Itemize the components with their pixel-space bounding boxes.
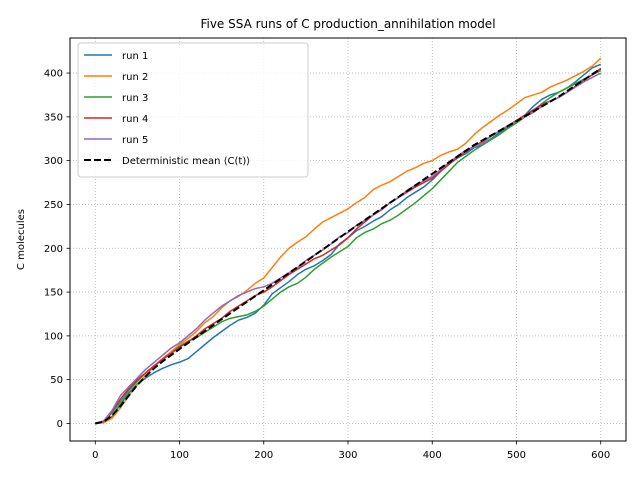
x-tick-label: 400 <box>423 450 442 461</box>
y-tick-label: 150 <box>44 288 63 299</box>
y-tick-label: 400 <box>44 69 63 80</box>
y-tick-label: 350 <box>44 112 63 123</box>
x-tick-label: 200 <box>254 450 273 461</box>
x-tick-label: 100 <box>170 450 189 461</box>
y-tick-label: 100 <box>44 331 63 342</box>
legend-label: Deterministic mean ⟨C(t)⟩ <box>122 156 250 167</box>
y-tick-label: 300 <box>44 156 63 167</box>
x-axis: 0 100 200 300 400 500 600 <box>92 441 610 461</box>
series-group <box>95 57 602 425</box>
x-tick-label: 500 <box>507 450 526 461</box>
x-tick-label: 0 <box>92 450 98 461</box>
legend-label: run 5 <box>122 135 148 146</box>
y-axis: 0 50 100 150 200 250 300 350 400 <box>44 69 70 430</box>
deterministic-mean-line <box>95 67 602 425</box>
y-tick-label: 0 <box>57 419 63 430</box>
y-tick-label: 250 <box>44 200 63 211</box>
x-tick-label: 300 <box>338 450 357 461</box>
legend-label: run 4 <box>122 114 148 125</box>
y-tick-label: 200 <box>44 244 63 255</box>
legend: run 1 run 2 run 3 run 4 run 5 Deterministic m… <box>77 42 309 178</box>
legend-box <box>77 42 309 178</box>
legend-label: run 3 <box>122 93 148 104</box>
grid <box>70 38 626 441</box>
y-tick-label: 50 <box>50 375 63 386</box>
series-line-run-2 <box>95 57 602 425</box>
y-axis-label: C molecules <box>16 209 27 270</box>
legend-label: run 2 <box>122 72 148 83</box>
x-tick-label: 600 <box>591 450 610 461</box>
legend-label: run 1 <box>122 51 148 62</box>
chart-title: Five SSA runs of C production_annihilati… <box>200 17 495 31</box>
